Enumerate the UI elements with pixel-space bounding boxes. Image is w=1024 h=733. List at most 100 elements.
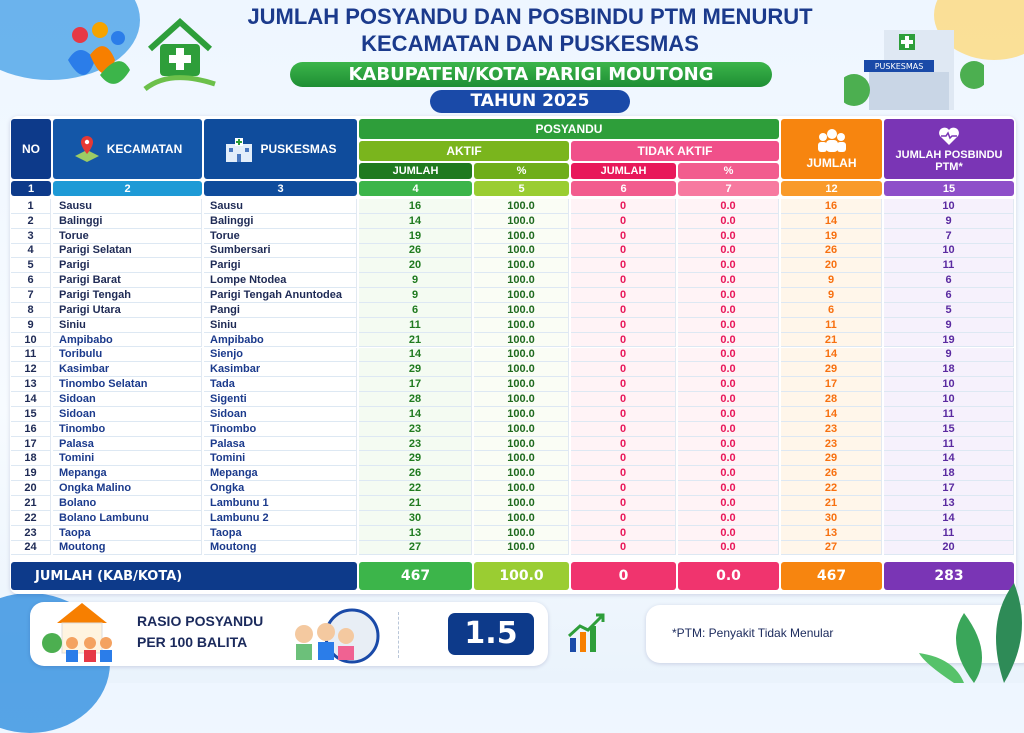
page-title-line1: JUMLAH POSYANDU DAN POSBINDU PTM MENURUT: [247, 4, 813, 29]
cell-posbindu: 19: [884, 332, 1014, 348]
cell-tidak-aktif-jumlah: 0: [571, 199, 676, 214]
cell-no: 10: [11, 332, 51, 348]
year-pill: TAHUN 2025: [430, 90, 630, 113]
cell-tidak-aktif-jumlah: 0: [571, 228, 676, 244]
cell-no: 12: [11, 362, 51, 378]
heart-pulse-icon: [939, 127, 959, 145]
cell-jumlah: 14: [781, 213, 882, 229]
cell-kecamatan: Sausu: [53, 199, 202, 214]
people-group-icon: [817, 129, 846, 152]
cell-jumlah: 21: [781, 496, 882, 511]
cell-no: 9: [11, 317, 51, 333]
cell-kecamatan: Sidoan: [53, 392, 202, 407]
cell-posbindu: 15: [884, 421, 1014, 437]
cell-no: 22: [11, 510, 51, 526]
cell-kecamatan: Parigi Selatan: [53, 243, 202, 259]
cell-no: 7: [11, 288, 51, 303]
header-aktif: AKTIF: [359, 141, 569, 161]
cell-posbindu: 10: [884, 199, 1014, 214]
cell-aktif-pct: 100.0: [474, 228, 569, 244]
cell-posbindu: 9: [884, 317, 1014, 333]
cell-aktif-pct: 100.0: [474, 540, 569, 556]
cell-puskesmas: Lompe Ntodea: [204, 273, 357, 289]
cell-tidak-aktif-jumlah: 0: [571, 510, 676, 526]
cell-aktif-jumlah: 26: [359, 243, 472, 259]
cell-posbindu: 10: [884, 377, 1014, 393]
cell-aktif-pct: 100.0: [474, 288, 569, 303]
cell-kecamatan: Parigi Barat: [53, 273, 202, 289]
cell-posbindu: 11: [884, 258, 1014, 274]
cell-aktif-pct: 100.0: [474, 332, 569, 348]
divider: [398, 612, 399, 658]
cell-aktif-pct: 100.0: [474, 199, 569, 214]
total-jumlah: 467: [781, 562, 882, 590]
cell-jumlah: 11: [781, 317, 882, 333]
leaves-decoration-icon: [919, 583, 1022, 683]
map-pin-icon: [74, 136, 99, 162]
total-label: JUMLAH (KAB/KOTA): [11, 562, 357, 590]
cell-aktif-jumlah: 14: [359, 347, 472, 363]
cell-no: 5: [11, 258, 51, 274]
cell-kecamatan: Toribulu: [53, 347, 202, 363]
cell-aktif-jumlah: 29: [359, 451, 472, 467]
cell-posbindu: 14: [884, 451, 1014, 467]
cell-kecamatan: Kasimbar: [53, 362, 202, 378]
cell-aktif-pct: 100.0: [474, 302, 569, 318]
cell-aktif-pct: 100.0: [474, 496, 569, 511]
cell-posbindu: 13: [884, 496, 1014, 511]
cell-aktif-pct: 100.0: [474, 213, 569, 229]
cell-aktif-jumlah: 23: [359, 436, 472, 452]
cell-aktif-jumlah: 23: [359, 421, 472, 437]
cell-no: 14: [11, 392, 51, 407]
cell-posbindu: 14: [884, 510, 1014, 526]
cell-tidak-aktif-pct: 0.0: [678, 540, 779, 556]
cell-tidak-aktif-pct: 0.0: [678, 436, 779, 452]
cell-no: 4: [11, 243, 51, 259]
cell-aktif-pct: 100.0: [474, 451, 569, 467]
cell-kecamatan: Parigi Utara: [53, 302, 202, 318]
region-banner: KABUPATEN/KOTA PARIGI MOUTONG: [290, 62, 772, 87]
footnote: *PTM: Penyakit Tidak Menular: [672, 626, 834, 640]
cell-tidak-aktif-jumlah: 0: [571, 332, 676, 348]
total-aktif-jumlah: 467: [359, 562, 472, 590]
cell-kecamatan: Tinombo: [53, 421, 202, 437]
column-number-aktif-jumlah: 4: [359, 181, 472, 196]
cell-aktif-jumlah: 9: [359, 273, 472, 289]
cell-puskesmas: Ampibabo: [204, 332, 357, 348]
header-tidak-pct: %: [678, 163, 779, 179]
cell-jumlah: 23: [781, 421, 882, 437]
cell-no: 20: [11, 481, 51, 496]
cell-puskesmas: Lambunu 1: [204, 496, 357, 511]
cell-aktif-jumlah: 14: [359, 213, 472, 229]
cell-tidak-aktif-jumlah: 0: [571, 347, 676, 363]
cell-aktif-pct: 100.0: [474, 436, 569, 452]
cell-no: 11: [11, 347, 51, 363]
cell-aktif-jumlah: 27: [359, 540, 472, 556]
cell-puskesmas: Torue: [204, 228, 357, 244]
ratio-label: RASIO POSYANDU PER 100 BALITA: [137, 611, 263, 653]
children-illustration-icon: [295, 608, 380, 664]
header-puskesmas: PUSKESMAS: [204, 119, 357, 179]
cell-posbindu: 11: [884, 406, 1014, 422]
cell-no: 1: [11, 199, 51, 214]
cell-tidak-aktif-pct: 0.0: [678, 525, 779, 541]
cell-aktif-jumlah: 29: [359, 362, 472, 378]
cell-aktif-jumlah: 30: [359, 510, 472, 526]
cell-tidak-aktif-pct: 0.0: [678, 228, 779, 244]
cell-tidak-aktif-pct: 0.0: [678, 421, 779, 437]
cell-puskesmas: Tinombo: [204, 421, 357, 437]
cell-aktif-jumlah: 19: [359, 228, 472, 244]
growth-chart-icon: [567, 613, 605, 652]
cell-tidak-aktif-jumlah: 0: [571, 496, 676, 511]
header-posyandu: POSYANDU: [359, 119, 779, 139]
cell-tidak-aktif-pct: 0.0: [678, 213, 779, 229]
cell-jumlah: 27: [781, 540, 882, 556]
cell-puskesmas: Sumbersari: [204, 243, 357, 259]
cell-puskesmas: Parigi Tengah Anuntodea: [204, 288, 357, 303]
cell-posbindu: 18: [884, 466, 1014, 482]
cell-tidak-aktif-pct: 0.0: [678, 362, 779, 378]
cell-posbindu: 11: [884, 525, 1014, 541]
cell-no: 16: [11, 421, 51, 437]
cell-tidak-aktif-jumlah: 0: [571, 258, 676, 274]
cell-jumlah: 20: [781, 258, 882, 274]
